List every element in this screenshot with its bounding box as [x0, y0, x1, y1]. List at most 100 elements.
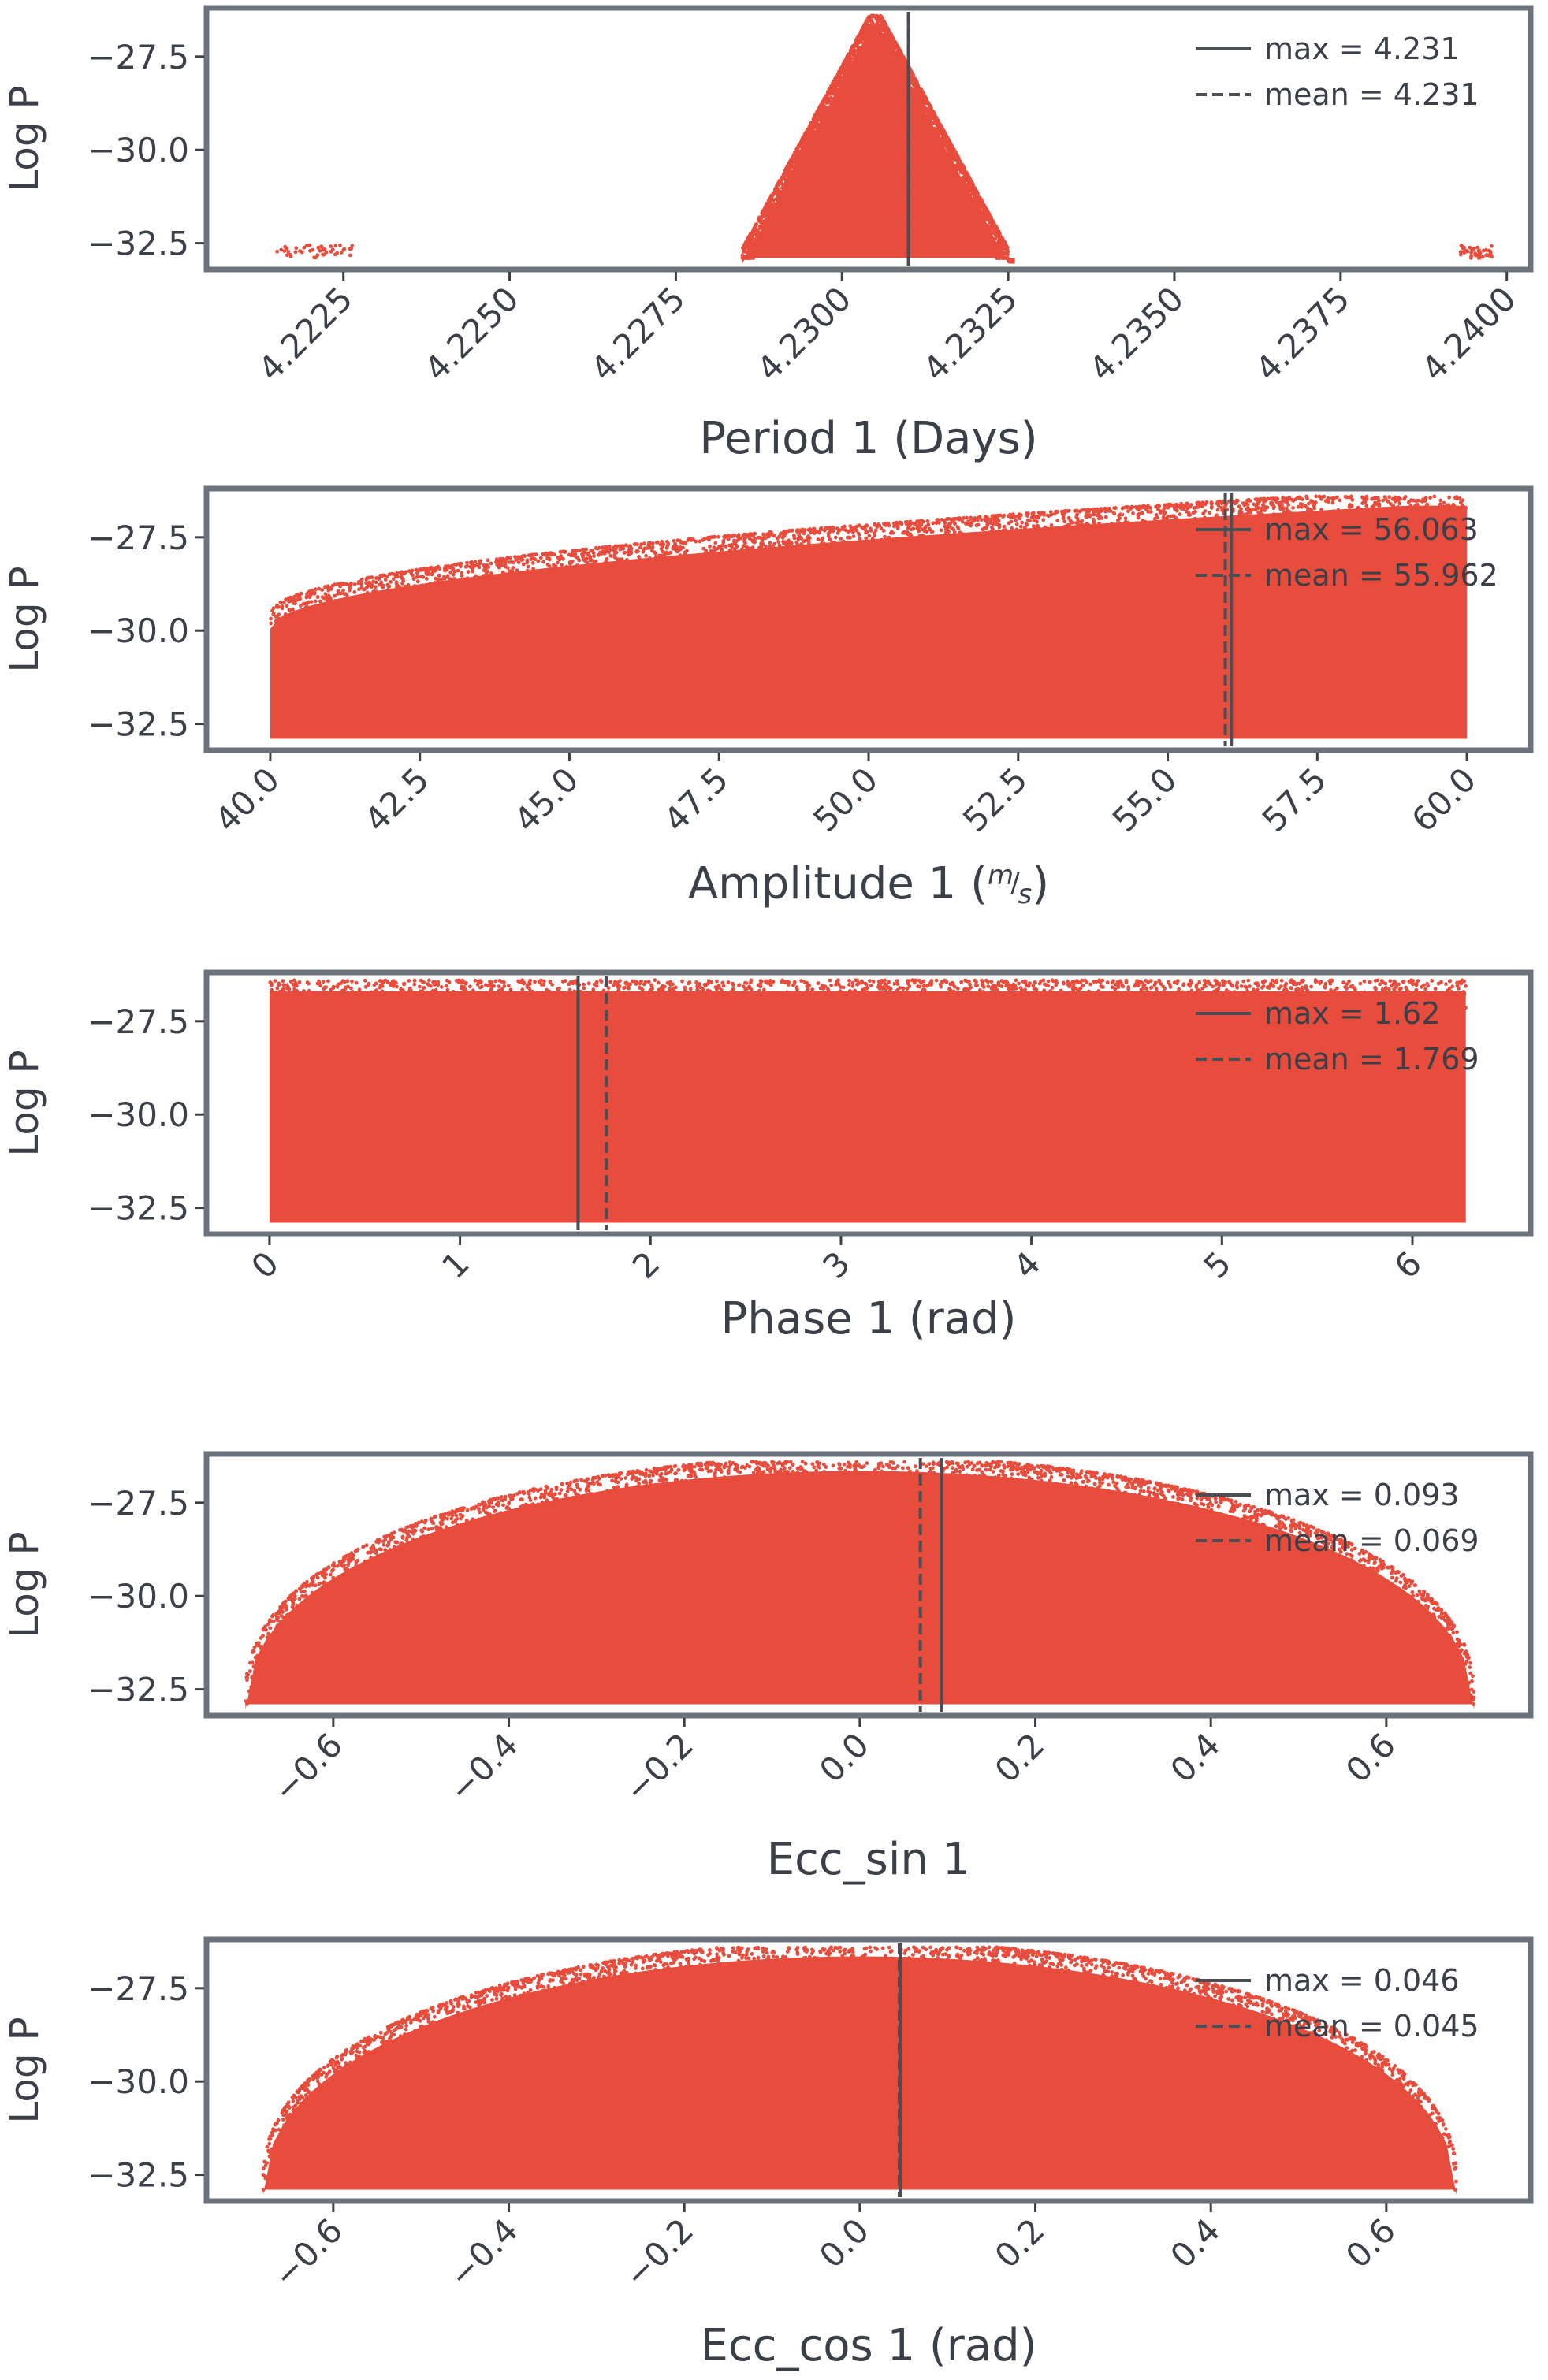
x-tick-label: −0.6 — [266, 1725, 350, 1809]
y-axis-label: Log P — [2, 566, 47, 672]
legend-max-label: max = 0.046 — [1264, 1963, 1460, 1998]
scatter-density-body — [742, 24, 1015, 264]
y-axis-label: Log P — [2, 1531, 47, 1638]
y-tick-label: −32.5 — [87, 1189, 189, 1228]
x-tick-label: 6 — [1387, 1244, 1430, 1286]
y-tick-label: −30.0 — [87, 612, 189, 650]
legend: max = 4.231 mean = 4.231 — [1196, 32, 1479, 112]
x-tick-label: 57.5 — [1255, 760, 1334, 839]
x-tick-label: 0.4 — [1163, 2211, 1227, 2275]
y-axis-label: Log P — [2, 1050, 47, 1156]
scatter-density-body — [245, 1471, 1475, 1710]
x-tick-label: 0.4 — [1163, 1725, 1227, 1790]
x-tick-label: 2 — [625, 1244, 668, 1286]
y-tick-label: −27.5 — [87, 1969, 189, 2008]
x-tick-label: 4.2250 — [417, 279, 527, 389]
plot-frame — [203, 1451, 1534, 1719]
y-tick-label: −27.5 — [87, 1002, 189, 1041]
x-tick-label: 4.2400 — [1414, 279, 1524, 389]
scatter-points — [268, 978, 1468, 1223]
legend-max-label: max = 0.093 — [1264, 1478, 1460, 1512]
scatter-points — [261, 1945, 1458, 2196]
x-axis-label: Amplitude 1 (m/s) — [688, 858, 1049, 910]
x-tick-label: 4.2325 — [916, 279, 1025, 389]
x-tick-label: 4.2300 — [750, 279, 859, 389]
plot-frame — [203, 969, 1534, 1237]
x-tick-label: 55.0 — [1105, 760, 1185, 839]
y-tick-label: −32.5 — [87, 225, 189, 263]
x-tick-label: 0.2 — [988, 2211, 1052, 2275]
x-tick-label: 1 — [434, 1244, 477, 1286]
x-tick-label: 60.0 — [1404, 760, 1483, 839]
x-tick-label: 0.2 — [988, 1725, 1052, 1790]
x-axis-label: Phase 1 (rad) — [720, 1293, 1016, 1344]
plot-frame — [203, 485, 1534, 753]
legend-max-label: max = 56.063 — [1264, 512, 1479, 547]
legend-max-label: max = 1.62 — [1264, 996, 1440, 1031]
x-tick-label: 4.2350 — [1081, 279, 1191, 389]
legend-mean-label: mean = 4.231 — [1264, 77, 1479, 112]
y-tick-label: −27.5 — [87, 38, 189, 76]
legend-mean-label: mean = 0.069 — [1264, 1523, 1479, 1558]
x-tick-label: 0.6 — [1338, 2211, 1403, 2275]
x-tick-label: 4.2375 — [1248, 279, 1357, 389]
x-tick-label: −0.4 — [441, 2211, 526, 2295]
y-tick-label: −27.5 — [87, 1484, 189, 1523]
legend: max = 0.093 mean = 0.069 — [1196, 1478, 1479, 1558]
x-tick-label: −0.2 — [616, 2211, 701, 2295]
x-tick-label: 40.0 — [207, 760, 287, 839]
panel-5: −27.5 −30.0 −32.5 −0.6 −0.4 −0.2 0.0 0.2 0.4 0.6 L… — [2, 1936, 1534, 2371]
x-tick-label: 0.6 — [1338, 1725, 1403, 1790]
x-tick-label: 0.0 — [812, 2211, 876, 2275]
panel-3: −27.5 −30.0 −32.5 0 1 2 3 4 5 6 Log P Phase 1 (rad)… — [2, 969, 1534, 1344]
y-tick-label: −30.0 — [87, 1095, 189, 1134]
x-tick-label: 50.0 — [806, 760, 885, 839]
legend: max = 56.063 mean = 55.962 — [1196, 512, 1498, 593]
x-tick-label: −0.4 — [441, 1725, 526, 1809]
y-tick-label: −32.5 — [87, 2156, 189, 2195]
y-tick-label: −30.0 — [87, 2062, 189, 2101]
y-tick-label: −30.0 — [87, 1577, 189, 1616]
legend: max = 1.62 mean = 1.769 — [1196, 996, 1479, 1077]
y-axis-label: Log P — [2, 85, 47, 192]
x-tick-label: 0 — [244, 1244, 286, 1286]
x-axis-label: Ecc_sin 1 — [767, 1834, 971, 1885]
x-tick-label: 0.0 — [812, 1725, 876, 1790]
plot-frame — [203, 5, 1534, 273]
x-tick-label: −0.2 — [616, 1725, 701, 1809]
scatter-density-body — [270, 505, 1468, 739]
y-tick-label: −32.5 — [87, 1671, 189, 1709]
panel-1: −27.5 −30.0 −32.5 4.2225 4.2250 4.2275 4.2300 4… — [2, 5, 1534, 464]
scatter-points — [269, 494, 1468, 739]
scatter-density-body — [269, 991, 1466, 1223]
panel-4: −27.5 −30.0 −32.5 −0.6 −0.4 −0.2 0.0 0.2 0.4 0.6 L… — [2, 1451, 1534, 1885]
scatter-points — [244, 1460, 1476, 1710]
scatter-dots — [268, 978, 1468, 1012]
scatter-density-body — [262, 1956, 1457, 2196]
x-tick-label: 3 — [815, 1244, 858, 1286]
legend-max-label: max = 4.231 — [1264, 32, 1460, 66]
x-axis-label: Ecc_cos 1 (rad) — [701, 2320, 1037, 2371]
y-tick-label: −30.0 — [87, 131, 189, 169]
y-tick-label: −32.5 — [87, 705, 189, 744]
y-axis-label: Log P — [2, 2017, 47, 2123]
legend-mean-label: mean = 1.769 — [1264, 1042, 1479, 1077]
x-tick-label: −0.6 — [266, 2211, 350, 2295]
x-tick-label: 47.5 — [657, 760, 736, 839]
panel-2: −27.5 −30.0 −32.5 40.0 42.5 45.0 47.5 50.0 52.5 5… — [2, 485, 1534, 910]
scatter-points — [275, 13, 1494, 264]
x-tick-label: 45.0 — [507, 760, 586, 839]
x-axis-label: Period 1 (Days) — [699, 413, 1037, 464]
x-tick-label: 52.5 — [955, 760, 1035, 839]
x-tick-label: 4 — [1006, 1244, 1048, 1286]
plot-frame — [203, 1936, 1534, 2204]
x-tick-label: 5 — [1196, 1244, 1239, 1286]
legend-mean-label: mean = 0.045 — [1264, 2009, 1479, 2043]
legend-mean-label: mean = 55.962 — [1264, 558, 1498, 593]
legend: max = 0.046 mean = 0.045 — [1196, 1963, 1479, 2043]
x-tick-label: 4.2275 — [583, 279, 693, 389]
x-tick-label: 42.5 — [357, 760, 437, 839]
x-tick-label: 4.2225 — [251, 279, 360, 389]
y-tick-label: −27.5 — [87, 519, 189, 557]
